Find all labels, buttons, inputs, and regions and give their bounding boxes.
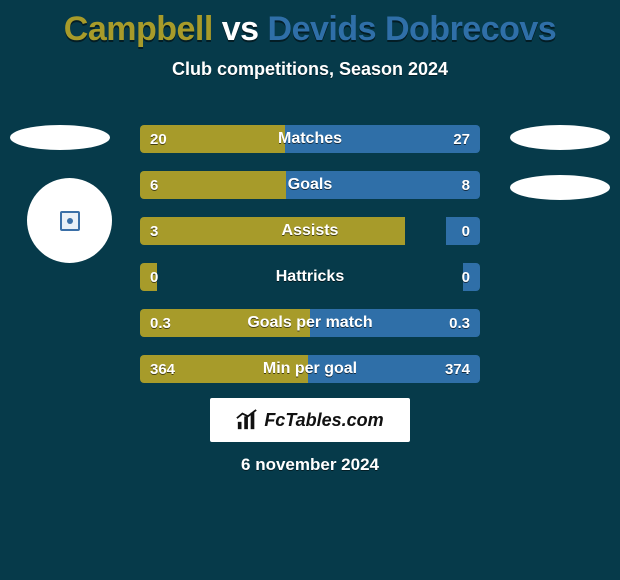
stat-row: Goals6 8 [140,171,480,199]
stat-value-left: 3 [150,217,158,245]
chart-icon [236,409,258,431]
stat-value-right: 0 [462,263,470,291]
stat-value-left: 0.3 [150,309,171,337]
stat-row: Matches20 27 [140,125,480,153]
subtitle: Club competitions, Season 2024 [0,59,620,80]
page-title: Campbell vs Devids Dobrecovs [0,0,620,49]
date-text: 6 november 2024 [0,455,620,475]
stat-value-left: 0 [150,263,158,291]
stat-value-left: 364 [150,355,175,383]
comparison-bars: Matches2027Goals68Assists30Hattricks00Go… [140,125,480,401]
title-p2: Devids Dobrecovs [268,10,557,48]
club-badge-icon [60,211,80,231]
player1-club-badge [27,178,112,263]
brand-badge: FcTables.com [210,398,410,442]
stat-value-right: 8 [462,171,470,199]
stat-value-left: 6 [150,171,158,199]
player1-avatar-placeholder [10,125,110,150]
stat-label: Assists [140,217,480,245]
stat-label: Min per goal [140,355,480,383]
stat-row: Assists3 0 [140,217,480,245]
stat-value-right: 374 [445,355,470,383]
brand-text: FcTables.com [264,410,383,431]
player2-avatar-placeholder [510,125,610,150]
stat-row: Goals per match0.3 0.3 [140,309,480,337]
player2-club-placeholder [510,175,610,200]
stat-value-right: 27 [453,125,470,153]
stat-label: Goals [140,171,480,199]
stat-label: Hattricks [140,263,480,291]
stat-value-left: 20 [150,125,167,153]
title-p1: Campbell [64,10,213,48]
stat-row: Min per goal364 374 [140,355,480,383]
title-vs: vs [222,10,259,48]
stat-label: Matches [140,125,480,153]
stat-value-right: 0 [462,217,470,245]
stat-row: Hattricks0 0 [140,263,480,291]
stat-value-right: 0.3 [449,309,470,337]
stat-label: Goals per match [140,309,480,337]
